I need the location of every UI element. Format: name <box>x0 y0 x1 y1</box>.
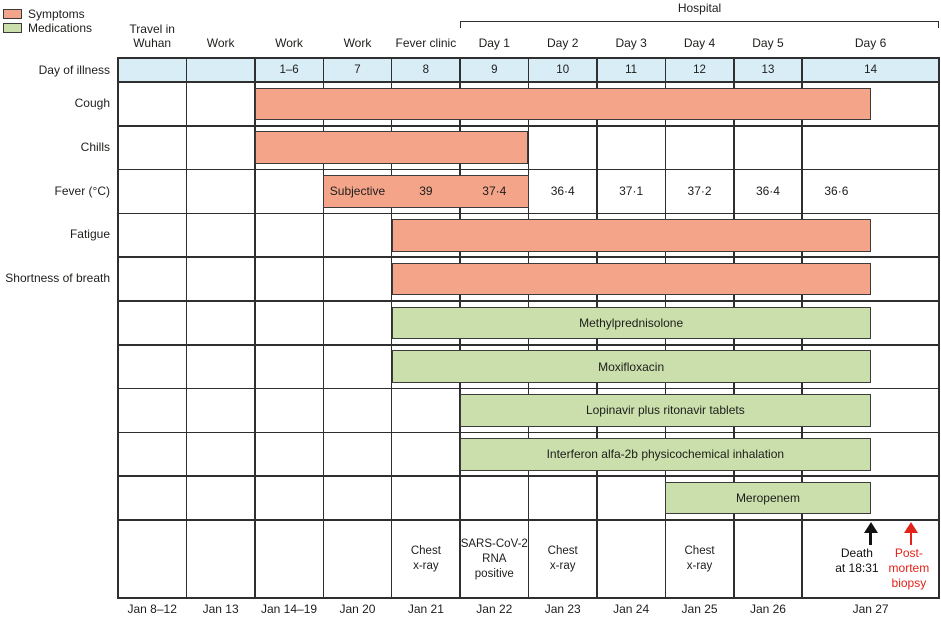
illness-day-cell: 8 <box>422 64 430 76</box>
bar-label: Meropenem <box>735 491 800 506</box>
legend-swatch-symptoms-icon <box>3 9 22 19</box>
legend-label-medications: Medications <box>28 21 93 35</box>
illness-day-cell: 13 <box>761 64 775 76</box>
death-arrow-stem <box>869 532 872 545</box>
grid-line-vertical <box>938 57 940 599</box>
event-label-line: x-ray <box>413 560 439 572</box>
postmortem-arrow-stem <box>909 532 913 545</box>
row-label-cough: Cough <box>74 96 110 110</box>
bar-label: Methylprednisolone <box>579 315 684 330</box>
column-header-day-4: Day 4 <box>683 36 716 50</box>
grid-line-vertical <box>322 57 324 599</box>
date-label-jan-22: Jan 22 <box>476 602 513 616</box>
event-label-line: Chest <box>547 545 578 557</box>
event-label-line: RNA <box>482 552 507 565</box>
bar-shortness-of-breath <box>391 262 871 296</box>
bar-cough <box>254 87 871 121</box>
event-label-line: x-ray <box>549 560 576 572</box>
postmortem-annotation-line: Post- <box>894 545 923 560</box>
fever-value: 36·4 <box>550 183 575 198</box>
illness-day-cell: 12 <box>693 64 706 76</box>
column-header-day-6: Day 6 <box>854 36 887 50</box>
death-annotation-line: at 18:31 <box>835 560 879 575</box>
column-header-day-1: Day 1 <box>478 36 510 50</box>
event-label-line: x-ray <box>686 560 713 572</box>
fever-bar-value: Subjective <box>329 183 386 198</box>
fever-bar-value: 39 <box>419 183 433 198</box>
legend-item-symptoms: Symptoms <box>3 7 92 21</box>
death-arrow-icon <box>863 521 878 533</box>
illness-day-cell: 1–6 <box>279 64 299 76</box>
postmortem-annotation: Post-mortem biopsy <box>859 546 941 591</box>
bar-interferon-alfa-2b-physicochemical-inhalation: Interferon alfa-2b physicochemical inhal… <box>460 437 871 471</box>
grid-line-vertical <box>117 57 119 599</box>
date-label-jan-14-19: Jan 14–19 <box>261 602 318 616</box>
bar-fatigue <box>391 218 871 252</box>
fever-bar-value: 37·4 <box>482 183 507 198</box>
date-label-jan-8-12: Jan 8–12 <box>127 602 177 616</box>
postmortem-annotation-line: mortem <box>888 560 930 575</box>
illness-day-cell: 9 <box>491 64 498 76</box>
event-label-line: positive <box>474 567 514 580</box>
event-label-line: Chest <box>684 545 715 557</box>
date-label-jan-13: Jan 13 <box>202 602 239 616</box>
bar-label: Interferon alfa-2b physicochemical inhal… <box>546 447 785 462</box>
illness-day-cell: 14 <box>864 64 877 76</box>
postmortem-annotation-line: biopsy <box>891 575 927 590</box>
legend-item-medications: Medications <box>3 21 92 35</box>
row-label-fever-c: Fever (°C) <box>54 183 110 198</box>
fever-value: 37·1 <box>619 183 644 198</box>
column-header-day-2: Day 2 <box>547 36 579 50</box>
row-label-fatigue: Fatigue <box>69 227 110 242</box>
fever-value: 36·4 <box>755 183 780 198</box>
event-label-line: Chest <box>410 545 441 557</box>
day-of-illness-axis-label: Day of illness <box>38 63 110 77</box>
event-label-chest-x-ray: Chest x-ray <box>518 520 608 598</box>
date-label-jan-20: Jan 20 <box>339 602 376 616</box>
legend-swatch-medications-icon <box>3 23 22 33</box>
bar-label: Moxifloxacin <box>598 359 665 374</box>
row-label-shortness-of-breath: Shortness of breath <box>5 271 110 286</box>
column-header-work: Work <box>206 36 235 50</box>
row-label-chills: Chills <box>80 139 110 154</box>
grid-line-vertical <box>254 57 256 599</box>
bar-meropenem: Meropenem <box>665 481 871 515</box>
column-header-fever-clinic: Fever clinic <box>395 36 457 50</box>
date-label-jan-21: Jan 21 <box>407 602 444 616</box>
column-header-work: Work <box>275 36 303 50</box>
bar-methylprednisolone: Methylprednisolone <box>391 306 871 340</box>
date-label-jan-26: Jan 26 <box>749 602 786 616</box>
event-label-line: SARS-CoV-2 <box>460 537 528 550</box>
bar-chills <box>254 131 529 165</box>
column-header-day-5: Day 5 <box>752 36 784 50</box>
fever-value: 37·2 <box>687 183 712 198</box>
illness-day-cell: 11 <box>625 64 638 76</box>
bar-lopinavir-plus-ritonavir-tablets: Lopinavir plus ritonavir tablets <box>460 394 871 427</box>
death-annotation-line: Death <box>840 545 873 560</box>
event-label-sars-cov-2-rna-positive: SARS-CoV-2 RNA positive <box>449 520 539 598</box>
illness-day-cell: 10 <box>556 64 570 76</box>
bar-fever-c <box>323 175 529 208</box>
hospital-label: Hospital <box>677 1 722 15</box>
date-label-jan-23: Jan 23 <box>544 602 581 616</box>
date-label-jan-25: Jan 25 <box>681 602 718 616</box>
column-header-travel-in-wuhan: Travel in Wuhan <box>129 22 175 50</box>
column-header-work: Work <box>343 36 372 50</box>
date-label-jan-24: Jan 24 <box>613 602 650 616</box>
illness-day-cell: 7 <box>354 64 361 76</box>
legend-label-symptoms: Symptoms <box>28 7 85 21</box>
event-label-chest-x-ray: Chest x-ray <box>381 520 471 598</box>
postmortem-arrow-icon <box>903 521 918 533</box>
column-header-day-3: Day 3 <box>615 36 647 50</box>
event-label-chest-x-ray: Chest x-ray <box>655 520 745 598</box>
bar-moxifloxacin: Moxifloxacin <box>391 350 871 384</box>
hospital-bracket <box>460 21 939 28</box>
fever-value: 36·6 <box>824 183 849 198</box>
legend: Symptoms Medications <box>3 7 92 35</box>
bar-label: Lopinavir plus ritonavir tablets <box>585 403 745 418</box>
date-label-jan-27: Jan 27 <box>852 602 889 616</box>
death-annotation: Death at 18:31 <box>807 546 907 576</box>
grid-line-vertical <box>185 57 188 599</box>
